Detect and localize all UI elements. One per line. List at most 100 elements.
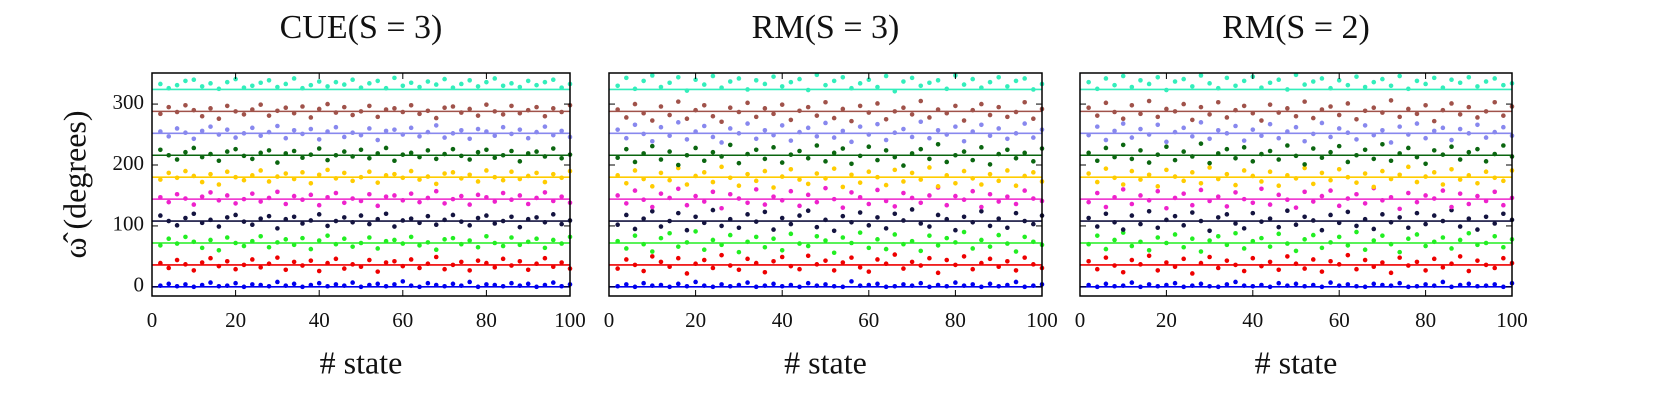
point xyxy=(550,198,556,204)
point xyxy=(1475,115,1480,120)
point xyxy=(1328,280,1333,285)
point xyxy=(857,124,863,129)
point xyxy=(944,132,950,137)
point xyxy=(258,282,263,288)
point xyxy=(658,170,664,176)
point xyxy=(442,171,447,176)
point xyxy=(987,112,993,118)
point xyxy=(1190,154,1195,159)
point xyxy=(1362,201,1368,206)
point xyxy=(467,157,472,162)
y-tick-label: 100 xyxy=(113,212,145,236)
point xyxy=(1155,152,1161,157)
point xyxy=(779,123,785,128)
point xyxy=(1146,160,1152,165)
point xyxy=(283,135,289,141)
point xyxy=(970,282,976,287)
point xyxy=(710,265,716,271)
point xyxy=(1406,263,1411,268)
point xyxy=(615,238,620,244)
point xyxy=(1172,213,1178,219)
point xyxy=(459,127,464,133)
point xyxy=(350,262,355,267)
point xyxy=(814,134,820,139)
point xyxy=(961,168,967,174)
point xyxy=(333,79,339,85)
x-tick-label: 20 xyxy=(685,308,706,332)
point xyxy=(425,129,431,135)
point xyxy=(667,218,672,224)
point xyxy=(693,193,698,199)
point xyxy=(1440,182,1446,187)
point xyxy=(383,260,389,265)
point xyxy=(208,237,213,243)
point xyxy=(1397,206,1402,212)
point xyxy=(736,76,742,81)
point xyxy=(1267,80,1273,86)
point xyxy=(233,266,238,272)
point xyxy=(1129,84,1135,90)
point xyxy=(650,209,655,214)
point xyxy=(1457,254,1463,259)
point xyxy=(1302,266,1307,271)
point xyxy=(935,78,941,83)
point xyxy=(1276,183,1282,189)
point xyxy=(1215,85,1221,91)
point xyxy=(1215,265,1221,271)
point xyxy=(1164,217,1169,223)
point xyxy=(417,134,422,139)
point xyxy=(901,163,906,168)
point xyxy=(166,281,172,287)
point xyxy=(233,201,238,206)
point xyxy=(400,198,406,203)
point xyxy=(1181,76,1186,82)
point xyxy=(1112,154,1117,160)
point xyxy=(442,151,447,157)
point xyxy=(475,215,481,221)
point xyxy=(892,204,898,209)
point xyxy=(814,224,820,230)
point xyxy=(291,110,297,116)
point xyxy=(1112,263,1117,268)
point xyxy=(1310,146,1316,151)
point xyxy=(241,177,247,183)
point xyxy=(484,282,489,287)
point xyxy=(675,74,681,80)
point xyxy=(191,211,197,217)
point xyxy=(233,76,238,82)
point xyxy=(166,134,172,139)
point xyxy=(1431,118,1437,124)
point xyxy=(944,159,950,165)
x-tick-label: 80 xyxy=(1415,308,1436,332)
point xyxy=(641,110,646,116)
point xyxy=(559,241,564,246)
point xyxy=(1031,196,1036,201)
point xyxy=(1013,249,1019,254)
point xyxy=(1129,168,1135,174)
point xyxy=(701,199,707,204)
point xyxy=(367,169,372,175)
point xyxy=(1215,127,1221,133)
point xyxy=(450,212,456,218)
point xyxy=(710,179,716,185)
point xyxy=(1233,123,1238,129)
point xyxy=(492,221,498,226)
point xyxy=(1155,235,1161,240)
point xyxy=(1457,177,1463,182)
point xyxy=(400,279,406,284)
point xyxy=(1120,121,1126,126)
point xyxy=(944,173,950,178)
point xyxy=(216,116,222,121)
point xyxy=(1285,197,1290,203)
panel-title: CUE(S = 3) xyxy=(280,9,443,46)
point xyxy=(1198,218,1204,224)
point xyxy=(1285,283,1290,288)
point xyxy=(291,76,297,81)
point xyxy=(1233,230,1238,236)
point xyxy=(624,282,629,287)
point xyxy=(892,211,898,217)
point xyxy=(701,158,707,164)
point xyxy=(1112,283,1117,289)
point xyxy=(814,233,820,239)
point xyxy=(1031,239,1036,245)
